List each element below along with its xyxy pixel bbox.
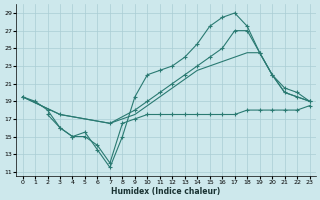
X-axis label: Humidex (Indice chaleur): Humidex (Indice chaleur) (111, 187, 221, 196)
